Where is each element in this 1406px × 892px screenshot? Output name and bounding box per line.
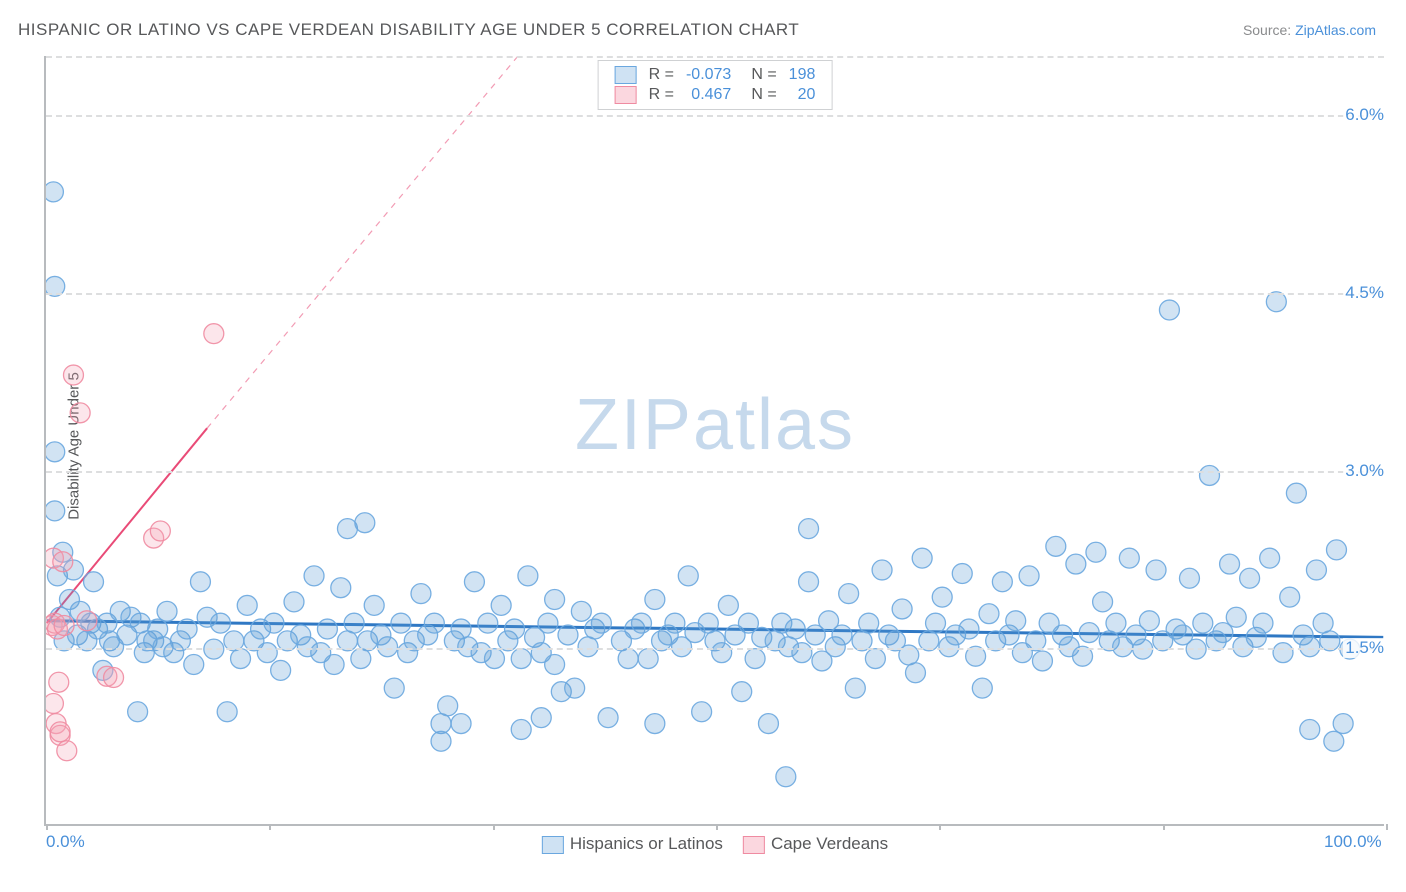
scatter-points — [46, 56, 1384, 824]
x-tick-label: 100.0% — [1324, 832, 1382, 852]
legend-row: R =0.467N =20 — [609, 85, 822, 105]
source-prefix: Source: — [1243, 22, 1295, 38]
x-tick — [716, 824, 718, 830]
watermark: ZIPatlas — [575, 384, 855, 466]
scatter-plot: ZIPatlas R =-0.073N =198R =0.467N =20 Hi… — [44, 56, 1384, 826]
legend-item: Hispanics or Latinos — [542, 834, 723, 853]
x-tick — [1386, 824, 1388, 830]
x-tick — [939, 824, 941, 830]
gridline — [46, 293, 1384, 295]
y-tick-label: 3.0% — [1343, 461, 1386, 481]
y-tick-label: 6.0% — [1343, 105, 1386, 125]
y-tick-label: 4.5% — [1343, 283, 1386, 303]
chart-title: HISPANIC OR LATINO VS CAPE VERDEAN DISAB… — [18, 20, 799, 40]
gridline — [46, 471, 1384, 473]
gridline — [46, 56, 1384, 58]
series-legend: Hispanics or Latinos Cape Verdeans — [532, 834, 898, 854]
x-tick-label: 0.0% — [46, 832, 85, 852]
source-credit: Source: ZipAtlas.com — [1243, 22, 1376, 38]
source-link[interactable]: ZipAtlas.com — [1295, 22, 1376, 38]
gridline — [46, 648, 1384, 650]
x-tick — [493, 824, 495, 830]
legend-row: R =-0.073N =198 — [609, 65, 822, 85]
y-tick-label: 1.5% — [1343, 638, 1386, 658]
trend-lines — [46, 56, 1384, 824]
x-tick — [46, 824, 48, 830]
x-tick — [269, 824, 271, 830]
correlation-legend: R =-0.073N =198R =0.467N =20 — [598, 60, 833, 110]
legend-item: Cape Verdeans — [743, 834, 888, 853]
x-tick — [1163, 824, 1165, 830]
gridline — [46, 115, 1384, 117]
